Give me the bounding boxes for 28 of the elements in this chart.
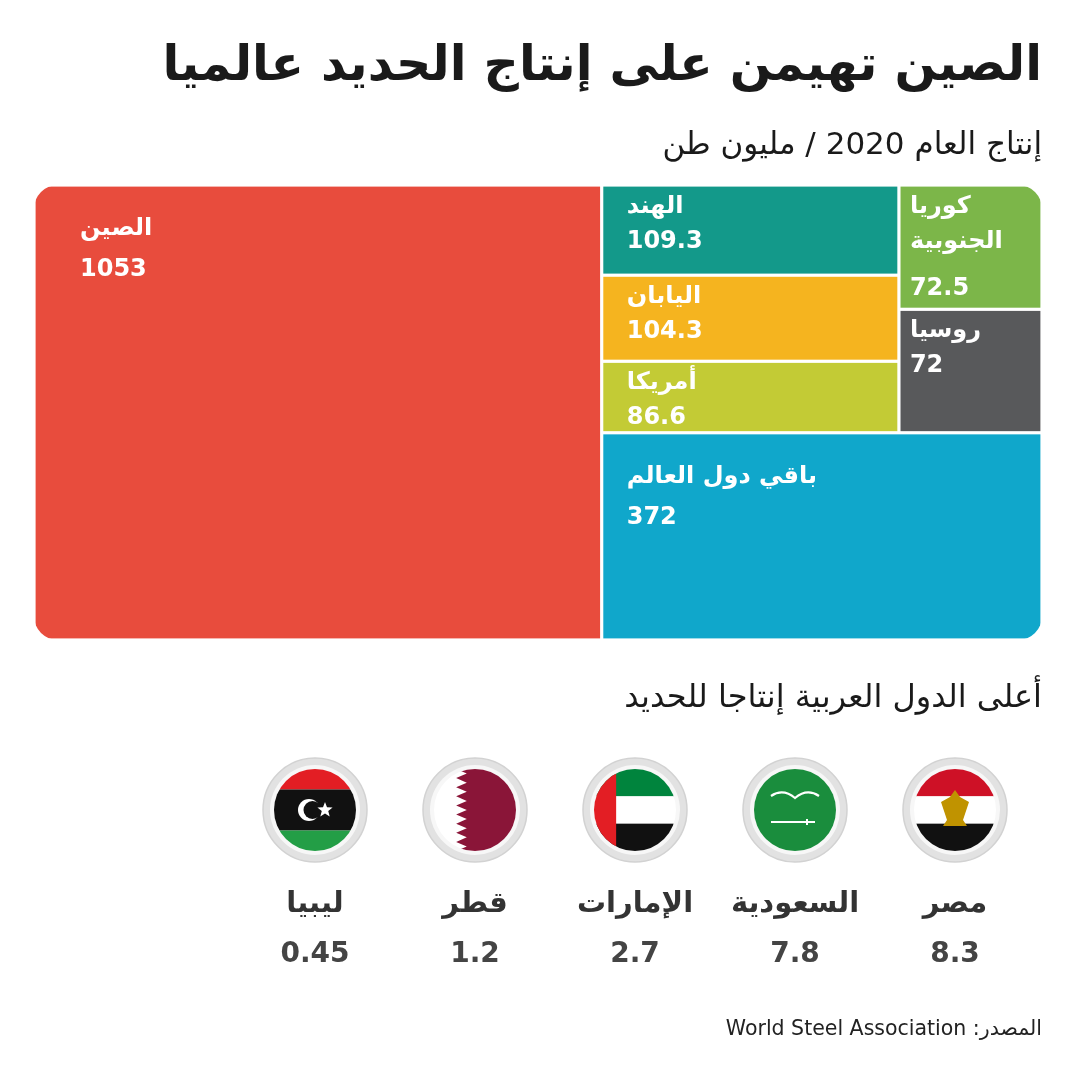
data-label: 8.3: [930, 936, 980, 969]
category-label: كوريا الجنوبية: [909, 191, 1003, 254]
data-label: 1053: [80, 254, 147, 282]
category-label: الصين: [80, 213, 153, 241]
data-label: 0.45: [280, 936, 350, 969]
category-label: السعودية: [730, 885, 860, 919]
category-label: باقي دول العالم: [626, 460, 818, 489]
data-label: 72: [909, 350, 944, 379]
data-label: 372: [626, 501, 677, 530]
category-label: أمريكا: [626, 365, 697, 396]
category-label: قطر: [440, 885, 508, 919]
text: إنتاج العام 2020 / مليون طن: [662, 125, 1042, 162]
category-label: الهند: [626, 191, 684, 219]
category-label: مصر: [920, 885, 988, 919]
data-label: 86.6: [626, 402, 686, 431]
category-label: اليابان: [626, 281, 702, 310]
data-label: 2.7: [610, 936, 660, 969]
data-label: 1.2: [450, 936, 500, 969]
data-label: 72.5: [909, 273, 970, 301]
text: المصدر: World Steel Association: [725, 1016, 1042, 1040]
category-label: ليبيا: [286, 885, 344, 919]
data-label: 109.3: [626, 226, 703, 254]
text: أعلى الدول العربية إنتاجا للحديد: [624, 675, 1042, 715]
category-label: روسيا: [909, 315, 982, 344]
text: الصين تهيمن على إنتاج الحديد عالميا: [162, 35, 1042, 92]
category-label: الإمارات: [576, 885, 694, 919]
data-label: 104.3: [626, 316, 703, 345]
data-label: 7.8: [770, 936, 820, 969]
